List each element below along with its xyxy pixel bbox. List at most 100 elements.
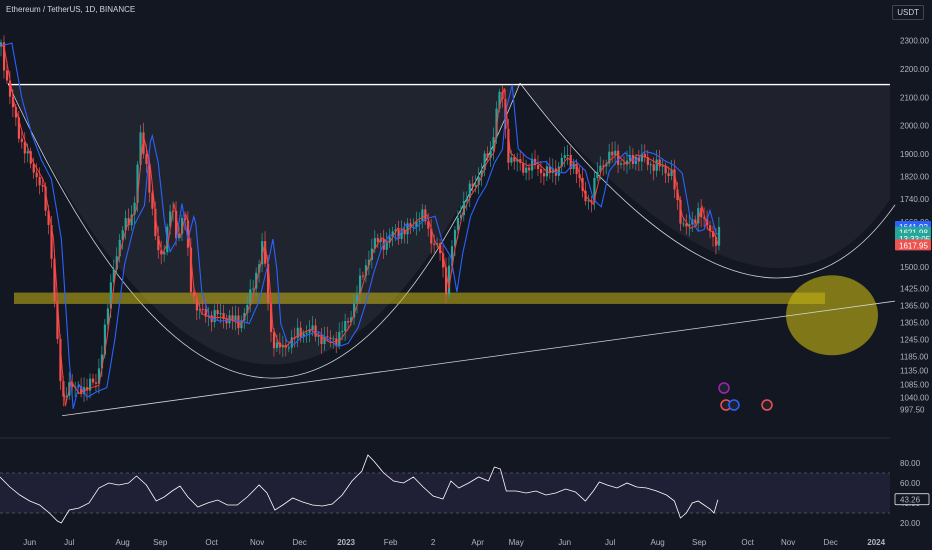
candle-body — [71, 382, 74, 388]
time-axis-label: 2024 — [867, 538, 885, 547]
candle-body — [314, 325, 317, 337]
candle-body — [652, 164, 655, 171]
candle-body — [329, 337, 332, 339]
event-marker-icon[interactable] — [761, 399, 773, 411]
time-axis-label: Nov — [781, 538, 795, 547]
candle-body — [439, 243, 442, 254]
time-axis-label: Sep — [153, 538, 168, 547]
candle-body — [646, 157, 649, 165]
event-marker-icon[interactable] — [718, 382, 730, 394]
candle-body — [17, 117, 20, 139]
rsi-value-tag-bg — [894, 493, 930, 506]
time-axis-label: Dec — [824, 538, 838, 547]
candle-body — [350, 317, 353, 323]
candle-body — [219, 313, 222, 315]
candle-body — [237, 315, 240, 329]
candle-body — [516, 159, 519, 162]
rsi-value-tag: 43.26 — [894, 493, 930, 506]
candle-body — [130, 214, 133, 226]
candle-body — [614, 150, 617, 156]
candle-body — [287, 347, 290, 349]
time-axis-label: Sep — [692, 538, 707, 547]
candle-body — [542, 173, 546, 177]
candle-body — [712, 231, 715, 238]
candle-body — [97, 368, 101, 384]
price-tag-bg — [895, 239, 931, 251]
candle-body — [109, 282, 112, 309]
candle-body — [373, 238, 376, 249]
candle-body — [465, 197, 468, 201]
candle-body — [89, 378, 92, 391]
candle-body — [445, 267, 448, 295]
candle-body — [118, 239, 121, 257]
candle-body — [308, 329, 311, 333]
candle-body — [14, 107, 18, 118]
candle-body — [23, 141, 26, 154]
candle-body — [124, 218, 127, 231]
candle-body — [29, 151, 32, 164]
candle-body — [195, 296, 198, 311]
time-axis-label: Oct — [205, 538, 218, 547]
candle-body — [338, 331, 341, 346]
price-axis-label: 2000.00 — [900, 122, 929, 131]
moving-average-slow — [0, 42, 719, 409]
candle-body — [415, 221, 418, 227]
candle-body — [459, 215, 463, 218]
price-axis-label: 1245.00 — [900, 335, 929, 344]
candle-body — [560, 158, 563, 167]
time-axis-label: Oct — [741, 538, 754, 547]
candle-body — [341, 330, 344, 332]
candles — [0, 35, 721, 407]
candle-body — [335, 338, 338, 346]
candle-body — [249, 289, 252, 306]
time-axis-label: Aug — [650, 538, 664, 547]
rsi-axis-label: 20.00 — [900, 519, 921, 528]
candle-body — [498, 91, 501, 109]
candle-body — [480, 170, 483, 177]
candle-body — [323, 336, 326, 345]
candle-body — [11, 96, 15, 108]
candle-body — [474, 184, 477, 187]
candle-body — [409, 223, 412, 228]
candle-body — [47, 210, 50, 226]
candle-body — [163, 252, 166, 255]
candle-body — [332, 338, 335, 340]
candle-body — [326, 336, 329, 338]
candle-body — [252, 288, 255, 290]
candle-body — [148, 163, 151, 193]
time-axis-label: 2023 — [337, 538, 355, 547]
price-axis-label: 2200.00 — [900, 65, 929, 74]
candle-body — [189, 247, 193, 293]
candle-body — [53, 258, 56, 302]
candle-body — [136, 164, 139, 203]
candle-body — [453, 229, 457, 247]
price-tag-label: 13:33:05 — [899, 235, 931, 244]
candle-body — [433, 243, 436, 245]
candle-body — [450, 246, 454, 266]
event-marker-icon[interactable] — [728, 399, 740, 411]
candle-body — [320, 334, 323, 345]
candle-body — [661, 165, 664, 167]
candle-body — [528, 167, 531, 171]
candle-body — [243, 312, 246, 321]
candle-body — [56, 301, 59, 339]
candle-body — [566, 154, 569, 156]
candle-body — [112, 269, 115, 283]
support-zone — [14, 292, 825, 304]
price-tag-label: 1617.95 — [899, 241, 928, 250]
candle-body — [673, 169, 676, 190]
candle-body — [192, 292, 196, 297]
candle-body — [477, 176, 480, 185]
candle-body — [492, 137, 495, 151]
candle-body — [317, 334, 320, 337]
rsi-axis-label: 80.00 — [900, 459, 921, 468]
price-axis-label: 1040.00 — [900, 393, 929, 402]
rsi-band — [0, 473, 890, 513]
candle-body — [38, 177, 41, 186]
candle-body — [133, 202, 136, 215]
currency-badge[interactable]: USDT — [892, 5, 924, 20]
candle-body — [709, 225, 712, 232]
candle-body — [462, 200, 465, 216]
